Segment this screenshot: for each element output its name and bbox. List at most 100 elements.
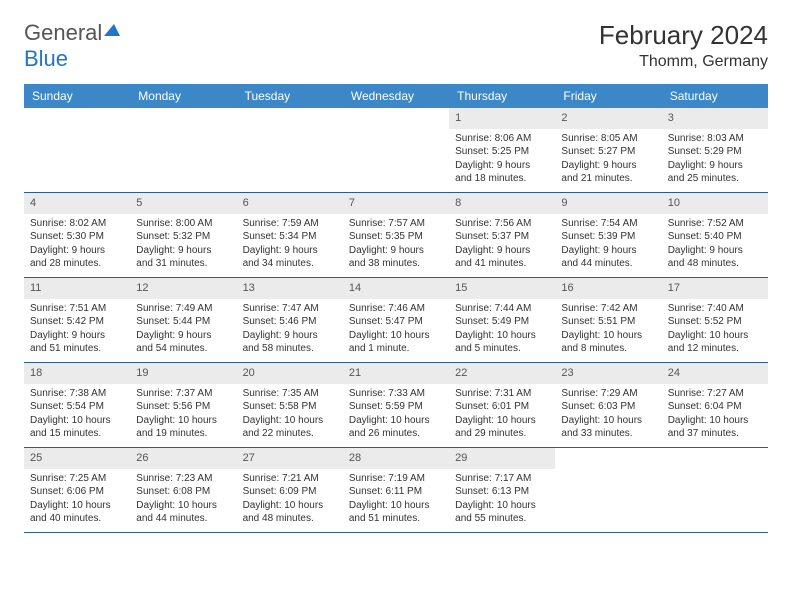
- calendar-cell: [555, 448, 661, 532]
- cell-line: and 38 minutes.: [349, 257, 443, 271]
- cell-body: Sunrise: 7:35 AMSunset: 5:58 PMDaylight:…: [237, 384, 343, 447]
- cell-line: Sunset: 5:54 PM: [30, 400, 124, 414]
- cell-body: Sunrise: 7:29 AMSunset: 6:03 PMDaylight:…: [555, 384, 661, 447]
- day-number: 19: [130, 363, 236, 384]
- cell-line: Sunrise: 8:02 AM: [30, 217, 124, 231]
- calendar-cell: 16Sunrise: 7:42 AMSunset: 5:51 PMDayligh…: [555, 278, 661, 362]
- cell-line: Sunset: 5:59 PM: [349, 400, 443, 414]
- cell-line: and 51 minutes.: [349, 512, 443, 526]
- cell-line: Sunset: 6:11 PM: [349, 485, 443, 499]
- cell-line: Sunset: 5:34 PM: [243, 230, 337, 244]
- cell-line: and 54 minutes.: [136, 342, 230, 356]
- cell-line: Daylight: 10 hours: [136, 499, 230, 513]
- calendar-cell: 12Sunrise: 7:49 AMSunset: 5:44 PMDayligh…: [130, 278, 236, 362]
- day-number: 24: [662, 363, 768, 384]
- calendar-cell: 4Sunrise: 8:02 AMSunset: 5:30 PMDaylight…: [24, 193, 130, 277]
- calendar-cell: [237, 108, 343, 192]
- day-number: 9: [555, 193, 661, 214]
- cell-line: and 48 minutes.: [668, 257, 762, 271]
- week-row: 1Sunrise: 8:06 AMSunset: 5:25 PMDaylight…: [24, 108, 768, 193]
- logo-triangle-icon: [102, 20, 122, 40]
- cell-body: Sunrise: 8:00 AMSunset: 5:32 PMDaylight:…: [130, 214, 236, 277]
- logo-text: General Blue: [24, 20, 122, 72]
- day-number: 8: [449, 193, 555, 214]
- cell-body: Sunrise: 7:52 AMSunset: 5:40 PMDaylight:…: [662, 214, 768, 277]
- cell-line: and 41 minutes.: [455, 257, 549, 271]
- cell-body: Sunrise: 7:38 AMSunset: 5:54 PMDaylight:…: [24, 384, 130, 447]
- day-header: Friday: [555, 84, 661, 108]
- calendar-cell: [24, 108, 130, 192]
- month-title: February 2024: [599, 20, 768, 51]
- cell-line: and 44 minutes.: [561, 257, 655, 271]
- cell-line: Daylight: 9 hours: [243, 329, 337, 343]
- calendar-cell: 14Sunrise: 7:46 AMSunset: 5:47 PMDayligh…: [343, 278, 449, 362]
- cell-line: Sunset: 5:47 PM: [349, 315, 443, 329]
- cell-body: Sunrise: 7:31 AMSunset: 6:01 PMDaylight:…: [449, 384, 555, 447]
- cell-line: Sunset: 5:51 PM: [561, 315, 655, 329]
- cell-line: Sunset: 5:37 PM: [455, 230, 549, 244]
- cell-line: Daylight: 10 hours: [455, 329, 549, 343]
- cell-line: Sunset: 6:09 PM: [243, 485, 337, 499]
- cell-body: Sunrise: 7:57 AMSunset: 5:35 PMDaylight:…: [343, 214, 449, 277]
- cell-line: and 48 minutes.: [243, 512, 337, 526]
- cell-body: Sunrise: 7:59 AMSunset: 5:34 PMDaylight:…: [237, 214, 343, 277]
- day-number: 16: [555, 278, 661, 299]
- cell-line: Daylight: 9 hours: [668, 159, 762, 173]
- cell-line: Sunrise: 7:52 AM: [668, 217, 762, 231]
- day-number: 2: [555, 108, 661, 129]
- cell-line: Daylight: 9 hours: [243, 244, 337, 258]
- day-number: 28: [343, 448, 449, 469]
- cell-line: Daylight: 10 hours: [349, 329, 443, 343]
- cell-line: and 22 minutes.: [243, 427, 337, 441]
- calendar-cell: 25Sunrise: 7:25 AMSunset: 6:06 PMDayligh…: [24, 448, 130, 532]
- cell-line: and 5 minutes.: [455, 342, 549, 356]
- day-number: 15: [449, 278, 555, 299]
- cell-line: Sunset: 6:04 PM: [668, 400, 762, 414]
- cell-line: and 18 minutes.: [455, 172, 549, 186]
- calendar-cell: 17Sunrise: 7:40 AMSunset: 5:52 PMDayligh…: [662, 278, 768, 362]
- logo-text-1: General: [24, 20, 102, 45]
- cell-line: Sunrise: 8:00 AM: [136, 217, 230, 231]
- cell-line: Sunset: 5:29 PM: [668, 145, 762, 159]
- cell-line: Sunrise: 7:49 AM: [136, 302, 230, 316]
- day-number: 5: [130, 193, 236, 214]
- calendar-cell: 7Sunrise: 7:57 AMSunset: 5:35 PMDaylight…: [343, 193, 449, 277]
- cell-line: and 15 minutes.: [30, 427, 124, 441]
- cell-line: Daylight: 9 hours: [349, 244, 443, 258]
- cell-line: Sunrise: 7:35 AM: [243, 387, 337, 401]
- cell-body: Sunrise: 7:17 AMSunset: 6:13 PMDaylight:…: [449, 469, 555, 532]
- cell-line: Daylight: 10 hours: [136, 414, 230, 428]
- day-number: 18: [24, 363, 130, 384]
- calendar-cell: 10Sunrise: 7:52 AMSunset: 5:40 PMDayligh…: [662, 193, 768, 277]
- cell-line: and 8 minutes.: [561, 342, 655, 356]
- day-header: Wednesday: [343, 84, 449, 108]
- day-number: 7: [343, 193, 449, 214]
- cell-line: and 37 minutes.: [668, 427, 762, 441]
- day-number: 21: [343, 363, 449, 384]
- day-number: 3: [662, 108, 768, 129]
- calendar-cell: 15Sunrise: 7:44 AMSunset: 5:49 PMDayligh…: [449, 278, 555, 362]
- cell-line: Sunrise: 7:27 AM: [668, 387, 762, 401]
- cell-line: Sunrise: 7:56 AM: [455, 217, 549, 231]
- day-number: 23: [555, 363, 661, 384]
- calendar-cell: 23Sunrise: 7:29 AMSunset: 6:03 PMDayligh…: [555, 363, 661, 447]
- cell-body: Sunrise: 8:05 AMSunset: 5:27 PMDaylight:…: [555, 129, 661, 192]
- cell-line: Daylight: 9 hours: [455, 159, 549, 173]
- day-number: 29: [449, 448, 555, 469]
- calendar-cell: 3Sunrise: 8:03 AMSunset: 5:29 PMDaylight…: [662, 108, 768, 192]
- cell-line: Sunrise: 7:31 AM: [455, 387, 549, 401]
- calendar: Sunday Monday Tuesday Wednesday Thursday…: [24, 84, 768, 533]
- cell-body: Sunrise: 7:56 AMSunset: 5:37 PMDaylight:…: [449, 214, 555, 277]
- cell-line: Sunset: 5:27 PM: [561, 145, 655, 159]
- cell-line: Sunrise: 7:51 AM: [30, 302, 124, 316]
- cell-line: and 25 minutes.: [668, 172, 762, 186]
- day-number: 10: [662, 193, 768, 214]
- cell-line: Sunrise: 7:46 AM: [349, 302, 443, 316]
- calendar-cell: 29Sunrise: 7:17 AMSunset: 6:13 PMDayligh…: [449, 448, 555, 532]
- calendar-cell: [662, 448, 768, 532]
- cell-line: Daylight: 9 hours: [30, 329, 124, 343]
- cell-line: Sunset: 5:35 PM: [349, 230, 443, 244]
- cell-line: Sunrise: 7:59 AM: [243, 217, 337, 231]
- cell-line: Sunset: 6:01 PM: [455, 400, 549, 414]
- cell-body: Sunrise: 7:46 AMSunset: 5:47 PMDaylight:…: [343, 299, 449, 362]
